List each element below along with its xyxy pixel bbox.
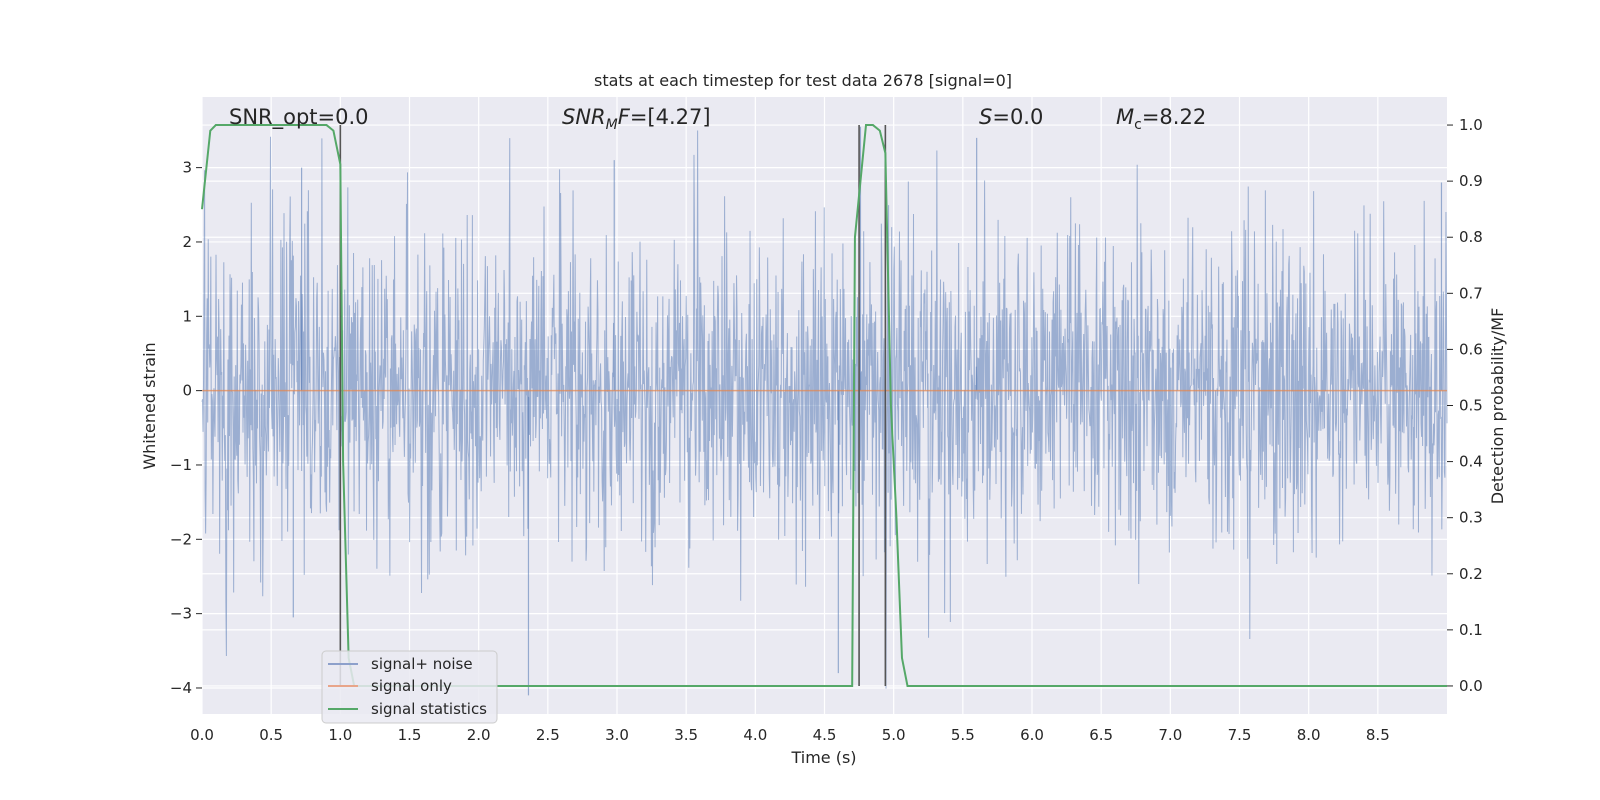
y-tick-label: 1 [182, 307, 192, 325]
x-tick-label: 4.5 [813, 726, 837, 744]
y-tick-label: 2 [182, 233, 192, 251]
annotation-s: S=0.0 [979, 105, 1043, 129]
legend-label-signal-statistics: signal statistics [371, 700, 487, 718]
y-tick-label: 0 [182, 382, 192, 400]
x-tick-label: 2.5 [536, 726, 560, 744]
y2-axis-label: Detection probability/MF [1488, 308, 1507, 505]
y-tick-label: −4 [170, 679, 192, 697]
x-tick-label: 8.0 [1297, 726, 1321, 744]
y-tick-label: −1 [170, 456, 192, 474]
x-tick-label: 3.0 [605, 726, 629, 744]
x-tick-label: 7.0 [1158, 726, 1182, 744]
y-tick-labels: 3 2 1 0 −1 −2 −3 −4 [170, 159, 202, 697]
x-tick-label: 6.5 [1089, 726, 1113, 744]
x-tick-label: 3.5 [674, 726, 698, 744]
y-tick-label: −2 [170, 530, 192, 548]
x-tick-label: 5.0 [882, 726, 906, 744]
x-tick-label: 0.5 [259, 726, 283, 744]
x-tick-labels: 0.0 0.5 1.0 1.5 2.0 2.5 3.0 3.5 4.0 4.5 5.0 5.5 6.0 6… [190, 726, 1390, 744]
y2-tick-label: 0.7 [1459, 284, 1483, 302]
y-tick-label: 3 [182, 159, 192, 177]
x-tick-label: 7.5 [1228, 726, 1252, 744]
y2-tick-label: 0.8 [1459, 228, 1483, 246]
x-tick-label: 1.0 [328, 726, 352, 744]
x-tick-label: 2.0 [467, 726, 491, 744]
y2-tick-label: 0.2 [1459, 565, 1483, 583]
y2-tick-labels: 1.0 0.9 0.8 0.7 0.6 0.5 0.4 0.3 0.2 0.1 0.0 [1447, 116, 1483, 695]
x-tick-label: 1.5 [398, 726, 422, 744]
x-tick-label: 5.5 [951, 726, 975, 744]
y2-tick-label: 1.0 [1459, 116, 1483, 134]
legend: signal+ noise signal only signal statist… [321, 650, 498, 724]
x-tick-label: 4.0 [743, 726, 767, 744]
signal-noise-line [201, 130, 1448, 689]
annotation-snr-opt: SNR_opt=0.0 [229, 105, 369, 130]
y-tick-label: −3 [170, 605, 192, 623]
legend-label-signal-noise: signal+ noise [371, 655, 473, 673]
y2-tick-label: 0.1 [1459, 621, 1483, 639]
y2-tick-label: 0.9 [1459, 172, 1483, 190]
y2-tick-label: 0.4 [1459, 453, 1483, 471]
y2-tick-label: 0.5 [1459, 397, 1483, 415]
y2-tick-label: 0.6 [1459, 340, 1483, 358]
x-tick-label: 0.0 [190, 726, 214, 744]
y2-tick-label: 0.3 [1459, 509, 1483, 527]
x-tick-label: 6.0 [1020, 726, 1044, 744]
signal-statistics-line [201, 124, 1447, 687]
y-axis-label: Whitened strain [140, 342, 159, 469]
annotation-snr-mf: SNRMF=[4.27] [562, 105, 711, 133]
legend-label-signal-only: signal only [371, 677, 452, 695]
x-tick-label: 8.5 [1366, 726, 1390, 744]
annotation-mc: Mc=8.22 [1116, 105, 1206, 133]
chart-title: stats at each timestep for test data 267… [594, 71, 1012, 90]
signal-statistics-series [201, 124, 1447, 687]
signal-noise-series [201, 126, 1448, 696]
x-axis-label: Time (s) [790, 748, 856, 767]
y2-tick-label: 0.0 [1459, 677, 1483, 695]
